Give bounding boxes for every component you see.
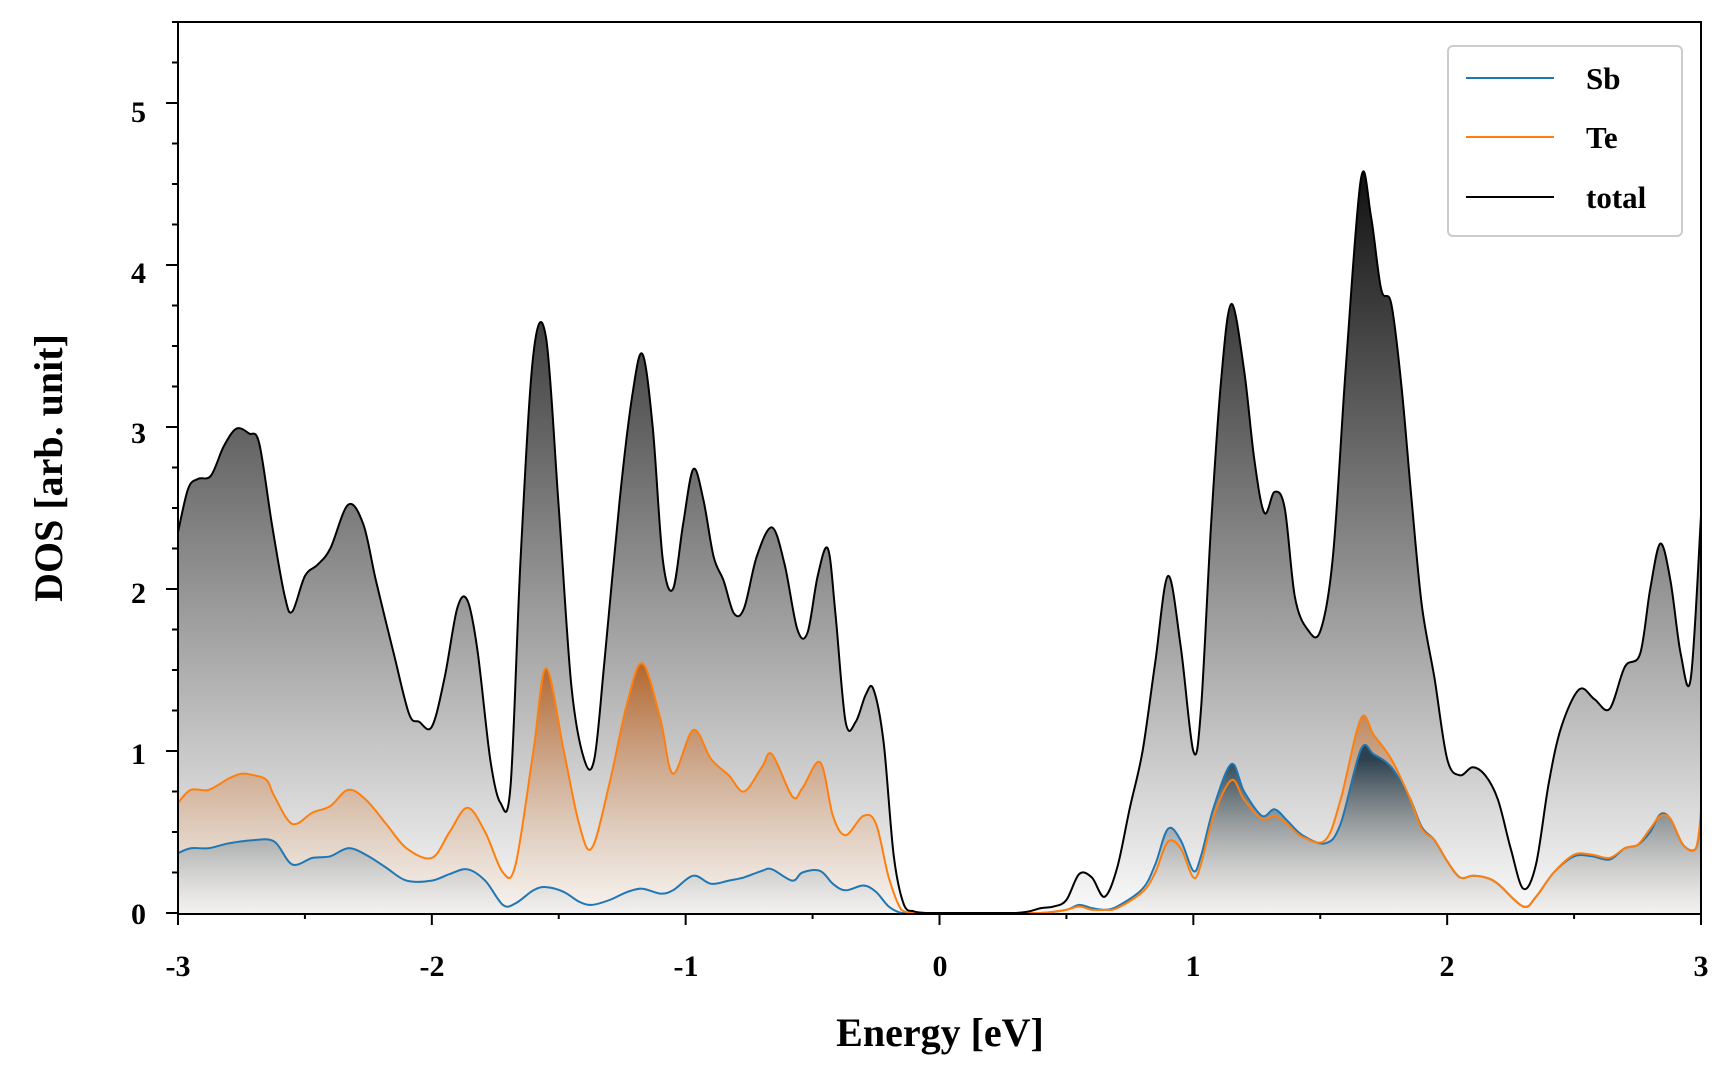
x-axis-label: Energy [eV]	[836, 1010, 1044, 1055]
y-tick-label: 1	[131, 738, 146, 771]
total-dos-fill	[178, 171, 1701, 913]
x-tick-label: -2	[420, 950, 445, 983]
x-tick-label: 3	[1694, 950, 1709, 983]
total-dos-line	[178, 170, 1701, 914]
x-tick-label: 1	[1186, 950, 1201, 983]
x-tick-label: 0	[933, 950, 948, 983]
x-tick-labels: -3 -2 -1 0 1 2 3	[166, 950, 1709, 983]
y-axis-label: DOS [arb. unit]	[26, 334, 71, 602]
legend-label-total: total	[1586, 180, 1647, 215]
y-tick-label: 0	[131, 898, 146, 931]
legend-box	[1447, 45, 1683, 237]
y-tick-label: 2	[131, 577, 146, 610]
axis-ticks	[166, 21, 1702, 925]
x-tick-label: 2	[1440, 950, 1455, 983]
x-tick-label: -3	[166, 950, 191, 983]
legend-label-te: Te	[1586, 120, 1618, 155]
sb-dos-fill	[178, 744, 1701, 913]
y-tick-labels: 0 1 2 3 4 5	[131, 96, 146, 931]
y-tick-label: 4	[131, 257, 146, 290]
x-tick-label: -1	[674, 950, 699, 983]
legend: Sb Te total	[1447, 45, 1683, 237]
legend-label-sb: Sb	[1586, 61, 1620, 96]
y-tick-label: 3	[131, 417, 146, 450]
y-tick-label: 5	[131, 96, 146, 129]
